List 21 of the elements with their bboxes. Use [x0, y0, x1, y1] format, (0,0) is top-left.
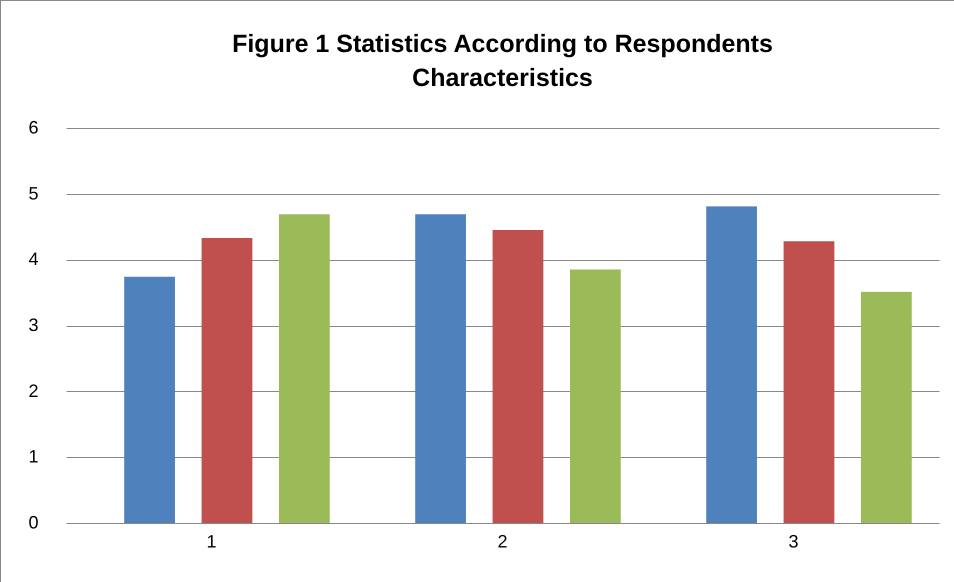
y-tick-label: 5: [28, 183, 38, 204]
bar: [784, 241, 834, 523]
y-tick-label: 3: [28, 315, 38, 335]
x-tick-label: 1: [206, 532, 217, 552]
bar: [492, 230, 544, 523]
x-tick-label: 3: [788, 532, 799, 552]
bar: [860, 292, 912, 523]
y-tick-label: 1: [28, 446, 38, 467]
bar: [202, 238, 252, 523]
y-tick-label: 4: [28, 249, 38, 270]
y-tick-label: 6: [28, 118, 38, 138]
bar: [124, 276, 175, 523]
y-tick-label: 2: [28, 380, 38, 401]
bar: [706, 206, 757, 523]
x-tick-label: 2: [497, 532, 508, 552]
y-tick-label: 0: [28, 512, 38, 532]
text: Characteristics: [412, 64, 593, 92]
bar: [278, 214, 330, 523]
bar: [415, 214, 466, 523]
bar: [570, 270, 621, 523]
text: Figure 1 Statistics According to Respondents: [232, 30, 773, 58]
